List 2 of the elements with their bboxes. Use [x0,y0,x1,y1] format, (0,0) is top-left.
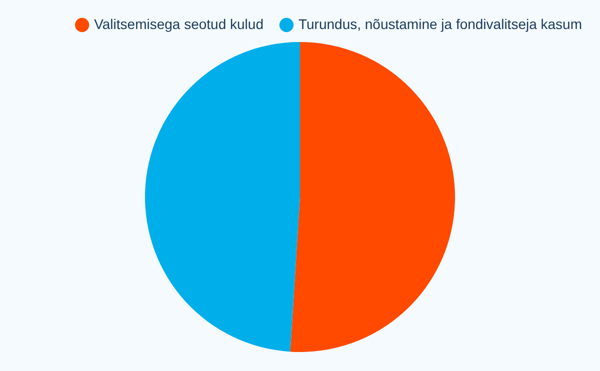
legend-label: Turundus, nõustamine ja fondivalitseja kasum [298,16,582,32]
legend-label: Valitsemisega seotud kulud [94,16,264,32]
